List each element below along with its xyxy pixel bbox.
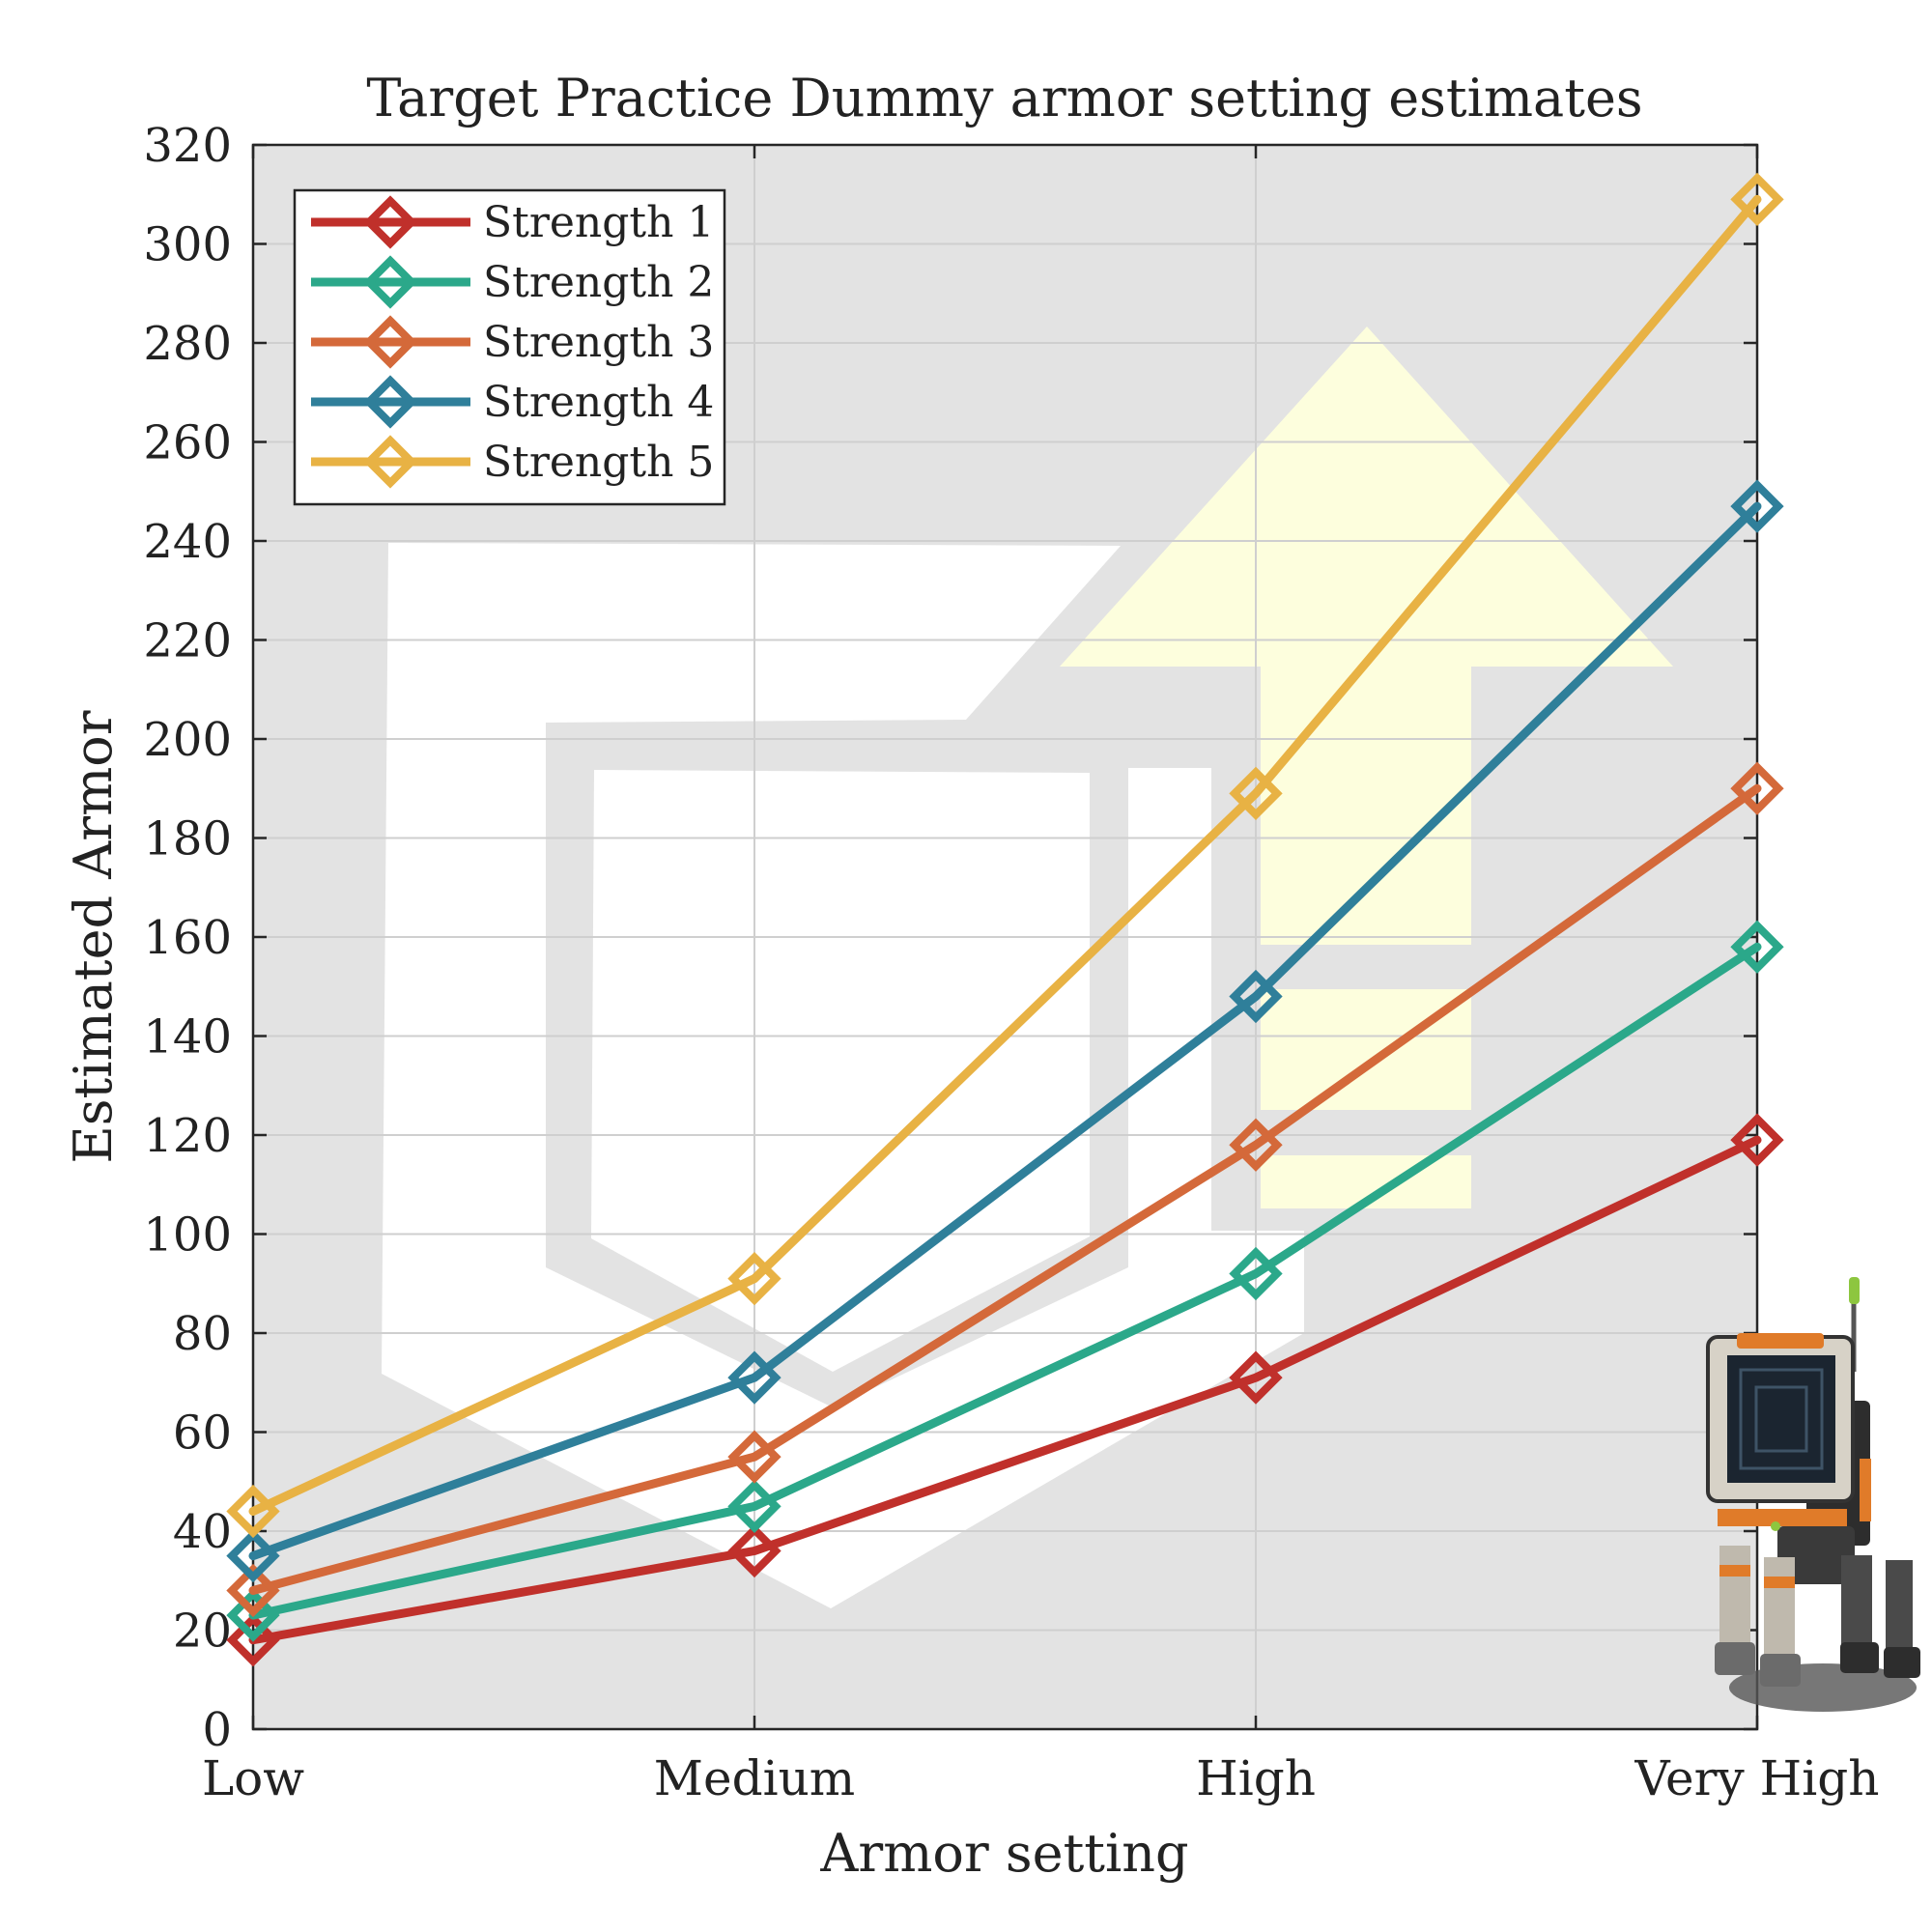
legend-marker — [363, 255, 417, 309]
legend-item: Strength 4 — [311, 375, 714, 429]
y-tick-label: 140 — [143, 1010, 232, 1065]
data-point — [727, 1479, 781, 1534]
legend-item: Strength 2 — [311, 255, 714, 309]
legend-marker — [363, 435, 417, 489]
x-tick-label: High — [1196, 1750, 1316, 1806]
series-line — [248, 783, 1762, 1595]
y-tick-label: 120 — [143, 1109, 232, 1163]
series-layer — [226, 172, 1784, 1667]
legend-item: Strength 5 — [311, 435, 714, 489]
series-line — [248, 501, 1762, 1561]
legend: Strength 1 Strength 2 Strength 3 Strength 4… — [293, 188, 726, 506]
data-point — [727, 1430, 781, 1484]
y-tick-label: 160 — [143, 911, 232, 965]
y-tick-label: 20 — [173, 1605, 232, 1659]
legend-item: Strength 3 — [311, 315, 714, 369]
y-axis-tick-labels: 0 20 40 60 80 100 120 140 160 180 200 220 240 260 280 3… — [143, 119, 232, 1757]
y-tick-label: 80 — [173, 1307, 232, 1361]
series-4 — [226, 479, 1784, 1583]
series-line — [248, 942, 1762, 1620]
legend-marker — [363, 195, 417, 249]
data-point — [1730, 172, 1784, 227]
y-tick-label: 200 — [143, 713, 232, 767]
data-point — [727, 1251, 781, 1306]
legend-label: Strength 3 — [483, 318, 714, 367]
legend-box — [293, 188, 726, 506]
data-point — [1730, 761, 1784, 815]
series-3 — [226, 761, 1784, 1618]
grid — [253, 145, 1757, 1729]
legend-label: Strength 1 — [483, 198, 714, 247]
series-5 — [226, 172, 1784, 1539]
data-point — [1229, 1350, 1283, 1405]
legend-label: Strength 5 — [483, 438, 714, 487]
data-point — [1730, 920, 1784, 974]
legend-label: Strength 4 — [483, 378, 714, 427]
y-tick-label: 180 — [143, 812, 232, 867]
data-point — [226, 1563, 280, 1618]
y-tick-label: 220 — [143, 614, 232, 668]
data-point — [226, 1528, 280, 1583]
data-point — [1730, 1113, 1784, 1167]
y-axis-label: Estimated Armor — [63, 710, 124, 1163]
x-axis-tick-labels: Low Medium High Very High — [202, 1750, 1880, 1806]
y-tick-label: 300 — [143, 218, 232, 272]
data-point — [727, 1350, 781, 1405]
y-tick-label: 320 — [143, 119, 232, 173]
data-point — [727, 1523, 781, 1578]
series-2 — [226, 920, 1784, 1642]
chart-title: Target Practice Dummy armor setting esti… — [366, 68, 1642, 128]
data-point — [226, 1613, 280, 1667]
data-point — [1229, 766, 1283, 821]
legend-marker — [363, 375, 417, 429]
data-point — [226, 1588, 280, 1642]
series-line — [248, 1135, 1762, 1645]
series-1 — [226, 1113, 1784, 1667]
data-point — [1229, 1118, 1283, 1172]
x-tick-label: Very High — [1634, 1750, 1880, 1806]
y-tick-label: 260 — [143, 416, 232, 470]
series-line — [248, 194, 1762, 1516]
y-tick-label: 60 — [173, 1406, 232, 1461]
data-point — [1229, 969, 1283, 1024]
target-dummy-robot-icon — [1706, 1277, 1920, 1712]
x-axis-label: Armor setting — [819, 1823, 1188, 1884]
legend-item: Strength 1 — [311, 195, 714, 249]
legend-label: Strength 2 — [483, 258, 714, 307]
y-tick-label: 100 — [143, 1208, 232, 1263]
y-tick-label: 280 — [143, 317, 232, 371]
data-point — [226, 1484, 280, 1539]
x-tick-label: Low — [202, 1750, 304, 1806]
y-tick-label: 240 — [143, 515, 232, 569]
data-point — [1730, 479, 1784, 533]
data-point — [1229, 1246, 1283, 1301]
x-tick-label: Medium — [654, 1750, 855, 1806]
y-tick-label: 0 — [202, 1703, 232, 1757]
legend-marker — [363, 315, 417, 369]
y-tick-label: 40 — [173, 1505, 232, 1559]
